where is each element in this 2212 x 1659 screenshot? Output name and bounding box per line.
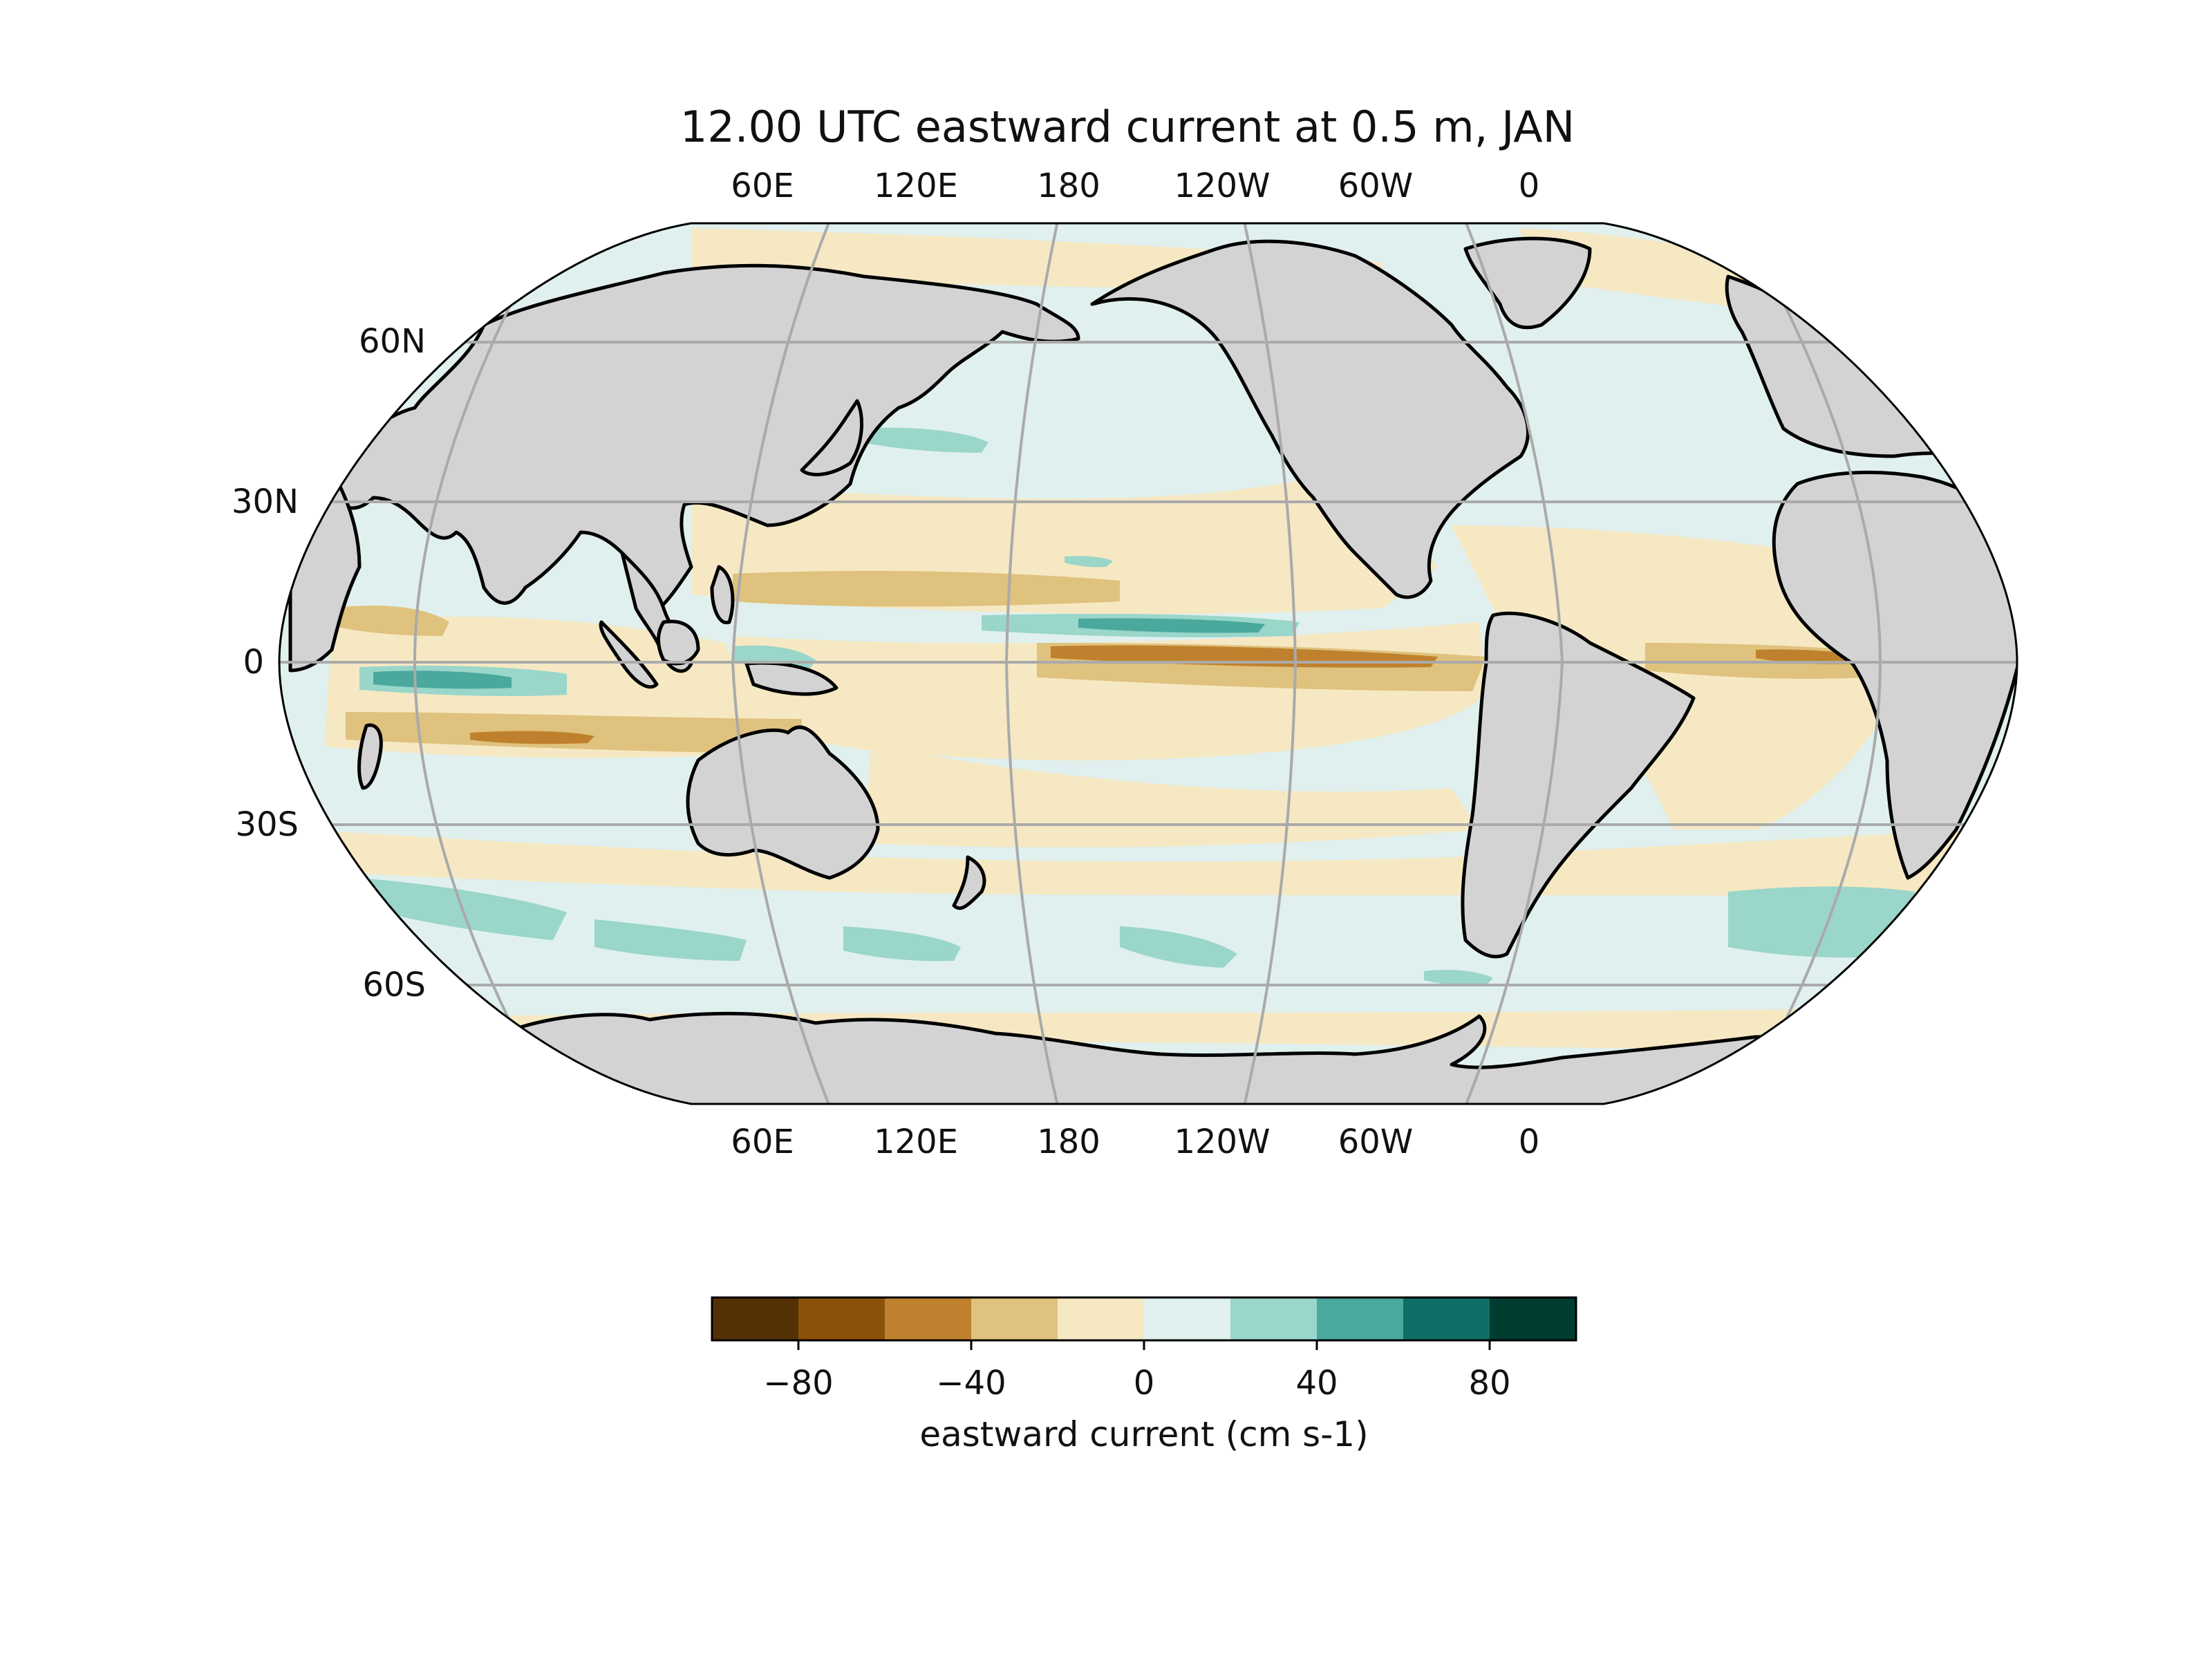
colorbar-tick-label-40: 40 [1295, 1364, 1338, 1403]
eastward-drake [1424, 970, 1493, 986]
land-south-america [1461, 611, 1696, 959]
strong-westward-arabian [332, 606, 449, 636]
colorbar-swatch-2 [885, 1297, 972, 1340]
colorbar-swatch-4 [1058, 1297, 1145, 1340]
colorbar-swatch-6 [1230, 1297, 1318, 1340]
colorbar-swatches [712, 1297, 1577, 1340]
colorbar-label: eastward current (cm s-1) [919, 1414, 1368, 1454]
eastward-acc-pacific [1120, 926, 1237, 968]
land-north-america [1090, 239, 1530, 599]
land-new-zealand [952, 855, 986, 910]
colorbar-swatch-0 [712, 1297, 799, 1340]
lat-label-60s: 60S [362, 966, 426, 1004]
lon-labels-bottom: 60E 120E 180 120W 60W 0 [731, 1123, 1539, 1161]
colorbar-tick-label-m80: −80 [763, 1364, 833, 1403]
meridian-60w [1464, 223, 1564, 1104]
eastward-ncc-pacific-core [1078, 618, 1265, 633]
lon-label-bottom-120w: 120W [1174, 1123, 1270, 1161]
meridian-60e [731, 223, 831, 1104]
colorbar-tick-label-80: 80 [1468, 1364, 1510, 1403]
eastward-kuroshio [857, 427, 988, 453]
strong-westward-nec [733, 570, 1120, 607]
land-borneo [657, 619, 700, 666]
lon-label-bottom-120e: 120E [874, 1123, 958, 1161]
colorbar-swatch-7 [1317, 1297, 1404, 1340]
lon-label-top-120w: 120W [1174, 167, 1270, 205]
colorbar-swatch-9 [1490, 1297, 1577, 1340]
very-strong-westward-atlantic [1756, 649, 1859, 664]
lat-label-0: 0 [243, 643, 264, 682]
lon-label-bottom-60w: 60W [1338, 1123, 1414, 1161]
land-eurasia [323, 263, 1080, 617]
eastward-acc-indian [594, 919, 747, 961]
land-antarctica [482, 1011, 1868, 1104]
eastward-acc-pacific-west [843, 926, 961, 962]
meridian-0e [413, 248, 541, 1079]
lon-label-top-60e: 60E [731, 167, 794, 205]
colorbar-tick-label-m40: −40 [936, 1364, 1006, 1403]
eastward-acc-atlantic [1728, 886, 1915, 958]
lat-labels: 60N 30N 0 30S 60S [232, 322, 426, 1004]
lon-label-top-60w: 60W [1338, 167, 1414, 205]
colorbar-tick-label-0: 0 [1134, 1364, 1155, 1403]
westward-band-atlantic [1452, 525, 1894, 830]
land-philippines [710, 565, 735, 625]
lat-label-30n: 30N [232, 482, 299, 521]
land-new-guinea [744, 661, 838, 696]
meridian-0w [1754, 248, 1882, 1079]
colorbar-swatch-5 [1144, 1297, 1231, 1340]
colorbar: −80 −40 0 40 80 eastward current (cm s-1… [711, 1296, 1577, 1454]
lon-label-bottom-0: 0 [1519, 1123, 1540, 1161]
westward-band-south-30s [304, 830, 1984, 899]
lon-label-bottom-60e: 60E [731, 1123, 794, 1161]
lon-labels-top: 60E 120E 180 120W 60W 0 [731, 167, 1539, 205]
meridian-120e [1004, 223, 1059, 1104]
lat-label-30s: 30S [235, 805, 299, 844]
graticule [279, 223, 2017, 1104]
westward-band-south-pacific [864, 747, 1479, 847]
colorbar-swatch-1 [798, 1297, 885, 1340]
lat-label-60n: 60N [359, 322, 426, 361]
lon-label-top-180: 180 [1037, 167, 1100, 205]
strong-westward-indian-south [346, 712, 802, 753]
colorbar-ticks [797, 1340, 1491, 1350]
meridian-120w [1243, 223, 1297, 1104]
map-title: 12.00 UTC eastward current at 0.5 m, JAN [680, 102, 1575, 152]
eastward-indian-jet-core [373, 671, 512, 689]
land-madagascar [357, 723, 383, 790]
map-frame [278, 222, 2018, 1105]
eastward-hawaiian [1065, 556, 1113, 568]
lon-label-top-120e: 120E [874, 167, 958, 205]
map-panel [278, 222, 2018, 1105]
land-australia [686, 725, 880, 880]
lon-label-top-0: 0 [1519, 167, 1540, 205]
lon-label-bottom-180: 180 [1037, 1123, 1100, 1161]
colorbar-swatch-3 [971, 1297, 1058, 1340]
land-sumatra [599, 620, 659, 689]
land-japan [800, 399, 864, 477]
colorbar-swatch-8 [1403, 1297, 1490, 1340]
very-strong-westward-indian [470, 731, 594, 744]
